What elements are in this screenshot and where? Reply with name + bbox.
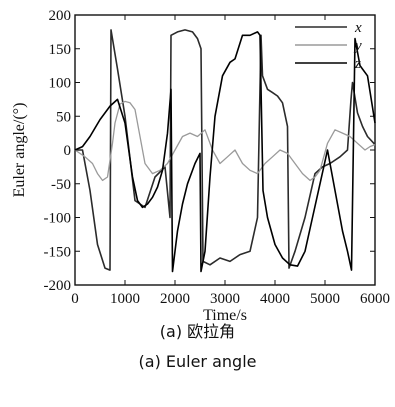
series-line-z	[74, 31, 376, 273]
x-tick-label: 6000	[360, 291, 390, 307]
series-line-x	[75, 29, 376, 271]
y-axis-label: Euler angle/(°)	[11, 103, 28, 198]
y-tick-label: 0	[64, 143, 72, 159]
legend-label-x: x	[354, 20, 362, 36]
y-tick-label: -200	[44, 278, 72, 294]
y-tick-label: 100	[49, 76, 72, 92]
x-axis-label: Time/s	[203, 307, 247, 324]
x-tick-label: 5000	[310, 291, 340, 307]
x-tick-label: 3000	[210, 291, 240, 307]
figure-caption-english: (a) Euler angle	[138, 352, 257, 371]
y-tick-label: -150	[44, 244, 72, 260]
plot-frame	[74, 14, 376, 286]
legend-label-y: y	[353, 38, 362, 54]
y-tick-label: 50	[56, 109, 71, 125]
y-tick-label: -50	[51, 177, 71, 193]
chart-series-lines	[74, 29, 376, 273]
x-tick-label: 1000	[110, 291, 140, 307]
y-tick-label: 200	[49, 8, 72, 24]
chart-legend: xyz	[295, 20, 362, 72]
y-tick-label: -100	[44, 211, 72, 227]
y-tick-label: 150	[49, 42, 72, 58]
legend-label-z: z	[354, 56, 361, 72]
x-tick-label: 0	[71, 291, 79, 307]
series-line-y	[74, 100, 376, 182]
chart-axes: 0 1000 2000 3000 4000 5000 6000 200 150 100 50 0 -50…	[44, 8, 391, 307]
figure-caption-chinese: (a) 欧拉角	[159, 322, 236, 341]
x-tick-label: 4000	[260, 291, 290, 307]
x-tick-label: 2000	[160, 291, 190, 307]
